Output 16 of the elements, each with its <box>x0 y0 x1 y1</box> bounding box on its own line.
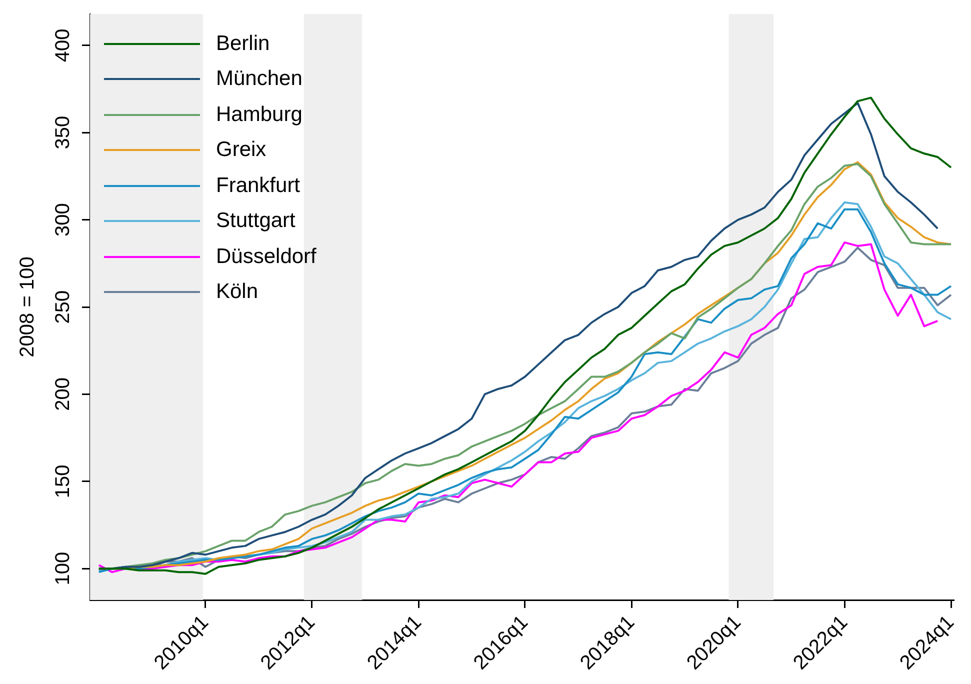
y-tick-label: 350 <box>52 116 74 150</box>
legend-label: Stuttgart <box>216 209 296 234</box>
y-tick-label: 200 <box>52 378 74 411</box>
y-tick-label: 300 <box>52 203 74 236</box>
y-tick-label: 150 <box>52 464 74 498</box>
y-tick-label: 100 <box>52 552 74 586</box>
legend-label: Hamburg <box>216 102 302 127</box>
legend-label: München <box>216 67 302 92</box>
y-axis-title: 2008 = 100 <box>16 256 39 358</box>
y-tick-label: 400 <box>52 28 74 62</box>
legend-label: Düsseldorf <box>216 244 316 269</box>
legend-label: Frankfurt <box>216 174 300 198</box>
legend-label: Berlin <box>216 32 270 56</box>
legend-label: Köln <box>216 280 258 304</box>
legend-label: Greix <box>216 138 266 162</box>
y-tick-label: 250 <box>52 290 74 324</box>
